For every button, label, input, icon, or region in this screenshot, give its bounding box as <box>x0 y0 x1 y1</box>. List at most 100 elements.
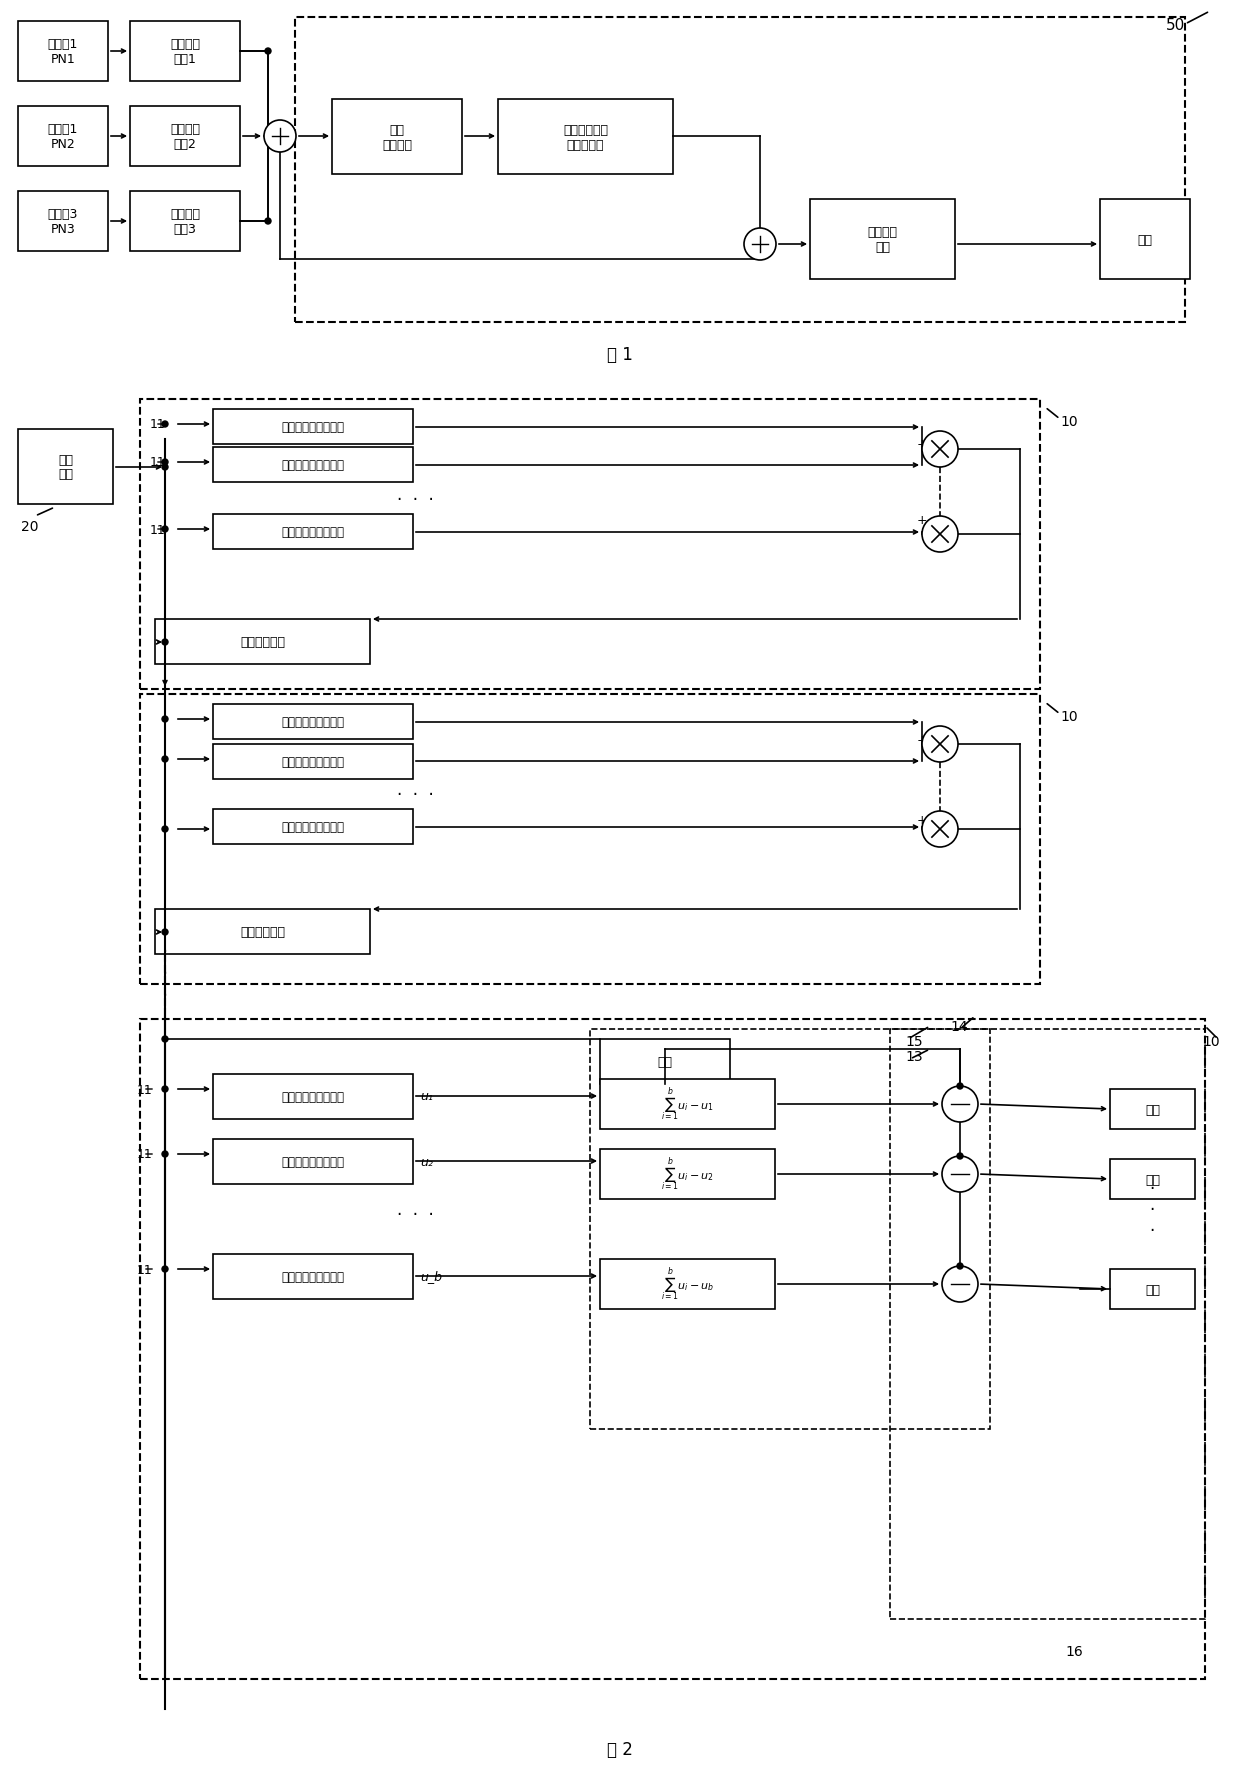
Bar <box>140 1020 1205 1680</box>
Bar <box>890 1029 1205 1619</box>
Bar <box>600 1149 775 1199</box>
Text: 图 2: 图 2 <box>608 1741 632 1759</box>
Text: 13: 13 <box>905 1050 923 1063</box>
Text: 11: 11 <box>149 522 165 537</box>
Text: -: - <box>952 1286 957 1299</box>
Circle shape <box>923 431 959 467</box>
Bar <box>1100 200 1190 279</box>
Bar <box>1110 1159 1195 1199</box>
Text: 信号捕获及重构模块: 信号捕获及重构模块 <box>281 716 345 728</box>
Text: +: + <box>950 1272 960 1281</box>
Text: 解调
装置: 解调 装置 <box>58 453 73 481</box>
Bar <box>332 100 463 175</box>
Bar <box>295 18 1185 322</box>
Text: 多径衰落
信道3: 多径衰落 信道3 <box>170 208 200 236</box>
Circle shape <box>923 726 959 762</box>
Text: 天波
快速捕获: 天波 快速捕获 <box>382 123 412 152</box>
Bar <box>213 1254 413 1299</box>
Bar <box>130 107 241 166</box>
Bar <box>213 744 413 780</box>
Text: 索引: 索引 <box>1145 1283 1159 1295</box>
Text: ·
·
·: · · · <box>1149 1179 1154 1240</box>
Bar <box>213 810 413 844</box>
Bar <box>19 191 108 252</box>
Text: $\sum_{i=1}^{b} u_i - u_1$: $\sum_{i=1}^{b} u_i - u_1$ <box>661 1086 714 1123</box>
Text: 信号捕获及重构模块: 信号捕获及重构模块 <box>281 1090 345 1104</box>
Text: ·  ·  ·: · · · <box>397 785 433 803</box>
Circle shape <box>162 757 167 762</box>
Text: ·  ·  ·: · · · <box>397 490 433 508</box>
Text: u_b: u_b <box>420 1270 441 1283</box>
Circle shape <box>162 930 167 936</box>
Text: 多径衰落
信道1: 多径衰落 信道1 <box>170 38 200 66</box>
Bar <box>155 619 370 666</box>
Text: u₁: u₁ <box>420 1090 433 1102</box>
Circle shape <box>957 1084 963 1090</box>
Circle shape <box>162 1086 167 1093</box>
Text: +: + <box>755 249 765 263</box>
Text: 信号捕获及重构模块: 信号捕获及重构模块 <box>281 755 345 769</box>
Bar <box>600 1079 775 1129</box>
Bar <box>590 1029 990 1429</box>
Text: $\sum_{i=1}^{b} u_i - u_2$: $\sum_{i=1}^{b} u_i - u_2$ <box>661 1156 714 1193</box>
Bar <box>19 21 108 82</box>
Circle shape <box>923 517 959 553</box>
Bar <box>155 909 370 955</box>
Circle shape <box>162 460 167 465</box>
Text: +: + <box>916 513 928 526</box>
Bar <box>140 399 1040 689</box>
Circle shape <box>162 717 167 723</box>
Text: 多径衰落
信道2: 多径衰落 信道2 <box>170 123 200 150</box>
Bar <box>810 200 955 279</box>
Circle shape <box>264 122 296 152</box>
Text: +: + <box>950 1091 960 1102</box>
Bar <box>213 1140 413 1184</box>
Text: 干扰消除模块: 干扰消除模块 <box>241 925 285 939</box>
Circle shape <box>923 812 959 848</box>
Circle shape <box>162 1267 167 1272</box>
Text: 信号捕获及重构模块: 信号捕获及重构模块 <box>281 1270 345 1283</box>
Circle shape <box>162 640 167 646</box>
Bar <box>498 100 673 175</box>
Text: -: - <box>952 1175 957 1190</box>
Text: 11: 11 <box>136 1149 153 1161</box>
Text: 信号捕获及重构模块: 信号捕获及重构模块 <box>281 458 345 472</box>
Bar <box>213 410 413 445</box>
Text: 信号捕获及重构模块: 信号捕获及重构模块 <box>281 420 345 433</box>
Circle shape <box>162 526 167 533</box>
Text: -: - <box>758 227 763 242</box>
Text: ·
·
·: · · · <box>162 943 169 1005</box>
Bar <box>140 694 1040 984</box>
Text: 发射机1
PN1: 发射机1 PN1 <box>48 38 78 66</box>
Bar <box>1110 1268 1195 1310</box>
Text: 50: 50 <box>1166 18 1185 32</box>
Text: +: + <box>916 812 928 827</box>
Text: 延时: 延时 <box>657 1056 672 1068</box>
Circle shape <box>162 827 167 832</box>
Text: 干扰消除模块: 干扰消除模块 <box>241 635 285 649</box>
Text: 发射机1
PN2: 发射机1 PN2 <box>48 123 78 150</box>
Text: 11: 11 <box>136 1263 153 1276</box>
Bar <box>213 705 413 739</box>
Circle shape <box>957 1154 963 1159</box>
Text: 测距: 测距 <box>1137 233 1152 247</box>
Text: 11: 11 <box>136 1082 153 1097</box>
Bar <box>130 191 241 252</box>
Circle shape <box>265 48 272 55</box>
Bar <box>213 1075 413 1120</box>
Bar <box>19 107 108 166</box>
Text: +: + <box>950 1161 960 1172</box>
Text: 发射机3
PN3: 发射机3 PN3 <box>48 208 78 236</box>
Bar <box>130 21 241 82</box>
Text: +: + <box>916 733 928 746</box>
Text: 11: 11 <box>149 419 165 431</box>
Circle shape <box>265 218 272 225</box>
Text: 地波相位
捕获: 地波相位 捕获 <box>868 225 898 254</box>
Text: -: - <box>952 1106 957 1118</box>
Circle shape <box>957 1263 963 1268</box>
Text: +: + <box>916 438 928 451</box>
Bar <box>600 1039 730 1084</box>
Text: 10: 10 <box>1203 1034 1220 1048</box>
Text: 信号捕获及重构模块: 信号捕获及重构模块 <box>281 526 345 538</box>
Text: 10: 10 <box>1060 710 1078 723</box>
